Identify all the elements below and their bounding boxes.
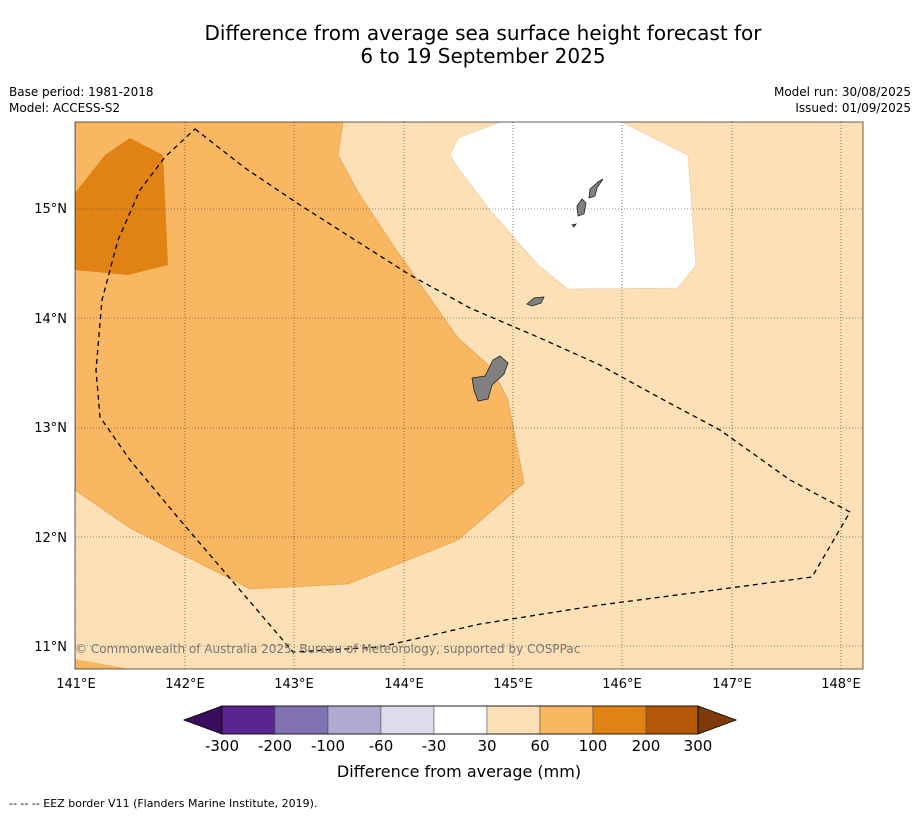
lon-label: 143°E — [274, 677, 314, 692]
colorbar-segment — [539, 705, 594, 735]
eez-border — [95, 128, 851, 653]
saipan-island — [588, 178, 604, 199]
colorbar-tick-label: -200 — [258, 737, 292, 755]
colorbar-tick-label: -30 — [422, 737, 447, 755]
colorbar-segment — [433, 705, 488, 735]
rota-island — [526, 296, 545, 307]
islands — [471, 178, 604, 402]
colorbar-tick-label: 100 — [579, 737, 608, 755]
copyright-notice: © Commonwealth of Australia 2025, Bureau… — [75, 642, 580, 656]
colorbar-tick-label: 30 — [477, 737, 496, 755]
colorbar-segment — [645, 705, 699, 735]
lon-label: 147°E — [712, 677, 752, 692]
anomaly-band-60-100 — [75, 122, 525, 590]
anomaly-band-60-100-corner — [75, 659, 130, 669]
colorbar-segment — [274, 705, 329, 735]
map-title: Difference from average sea surface heig… — [0, 22, 919, 68]
colorbar-segment — [327, 705, 382, 735]
colorbar-tick-label: -300 — [205, 737, 239, 755]
colorbar-segment — [221, 705, 276, 735]
lat-label: 15°N — [34, 202, 67, 217]
run-info: Model run: 30/08/2025 Issued: 01/09/2025 — [774, 84, 911, 116]
anomaly-band-100-200 — [75, 138, 168, 275]
lon-label: 142°E — [165, 677, 205, 692]
model-info: Base period: 1981-2018 Model: ACCESS-S2 — [9, 84, 154, 116]
aguijan-island — [571, 223, 577, 228]
eez-footnote: -- -- -- EEZ border V11 (Flanders Marine… — [9, 797, 318, 810]
base-period-label: Base period: 1981-2018 — [9, 85, 154, 99]
colorbar-segment — [486, 705, 541, 735]
colorbar-tick-label: 200 — [632, 737, 661, 755]
title-line-2: 6 to 19 September 2025 — [360, 44, 606, 68]
lon-label: 148°E — [821, 677, 861, 692]
lon-label: 145°E — [493, 677, 533, 692]
issued-label: Issued: 01/09/2025 — [795, 101, 911, 115]
colorbar-tick-label: -100 — [311, 737, 345, 755]
lat-label: 14°N — [34, 312, 67, 327]
lat-label: 11°N — [34, 640, 67, 655]
lon-label: 146°E — [602, 677, 642, 692]
guam-island — [471, 355, 509, 402]
longitude-labels: 141°E 142°E 143°E 144°E 145°E 146°E 147°… — [56, 677, 861, 692]
lat-label: 12°N — [34, 531, 67, 546]
map-panel: © Commonwealth of Australia 2025, Bureau… — [75, 122, 863, 669]
colorbar-ticks: -300 -200 -100 -60 -30 30 60 100 200 300 — [205, 737, 712, 755]
anomaly-band-neutral — [449, 122, 697, 290]
colorbar-over-triangle — [697, 705, 738, 735]
colorbar-tick-label: 300 — [684, 737, 713, 755]
map-frame — [74, 121, 864, 670]
title-line-1: Difference from average sea surface heig… — [204, 21, 762, 45]
lat-label: 13°N — [34, 421, 67, 436]
colorbar-under-triangle — [182, 705, 223, 735]
model-run-label: Model run: 30/08/2025 — [773, 85, 911, 99]
colorbar-outline — [221, 705, 699, 735]
lon-label: 144°E — [384, 677, 424, 692]
gridlines — [75, 122, 863, 669]
colorbar-tick-label: -60 — [369, 737, 394, 755]
lon-label: 141°E — [56, 677, 96, 692]
tinian-island — [576, 198, 587, 217]
latitude-labels: 15°N 14°N 13°N 12°N 11°N — [34, 202, 67, 655]
model-label: Model: ACCESS-S2 — [9, 101, 121, 115]
colorbar-tick-label: 60 — [530, 737, 549, 755]
colorbar-segment — [380, 705, 435, 735]
colorbar-segment — [592, 705, 647, 735]
colorbar-title: Difference from average (mm) — [336, 762, 582, 781]
colorbar — [182, 705, 738, 735]
